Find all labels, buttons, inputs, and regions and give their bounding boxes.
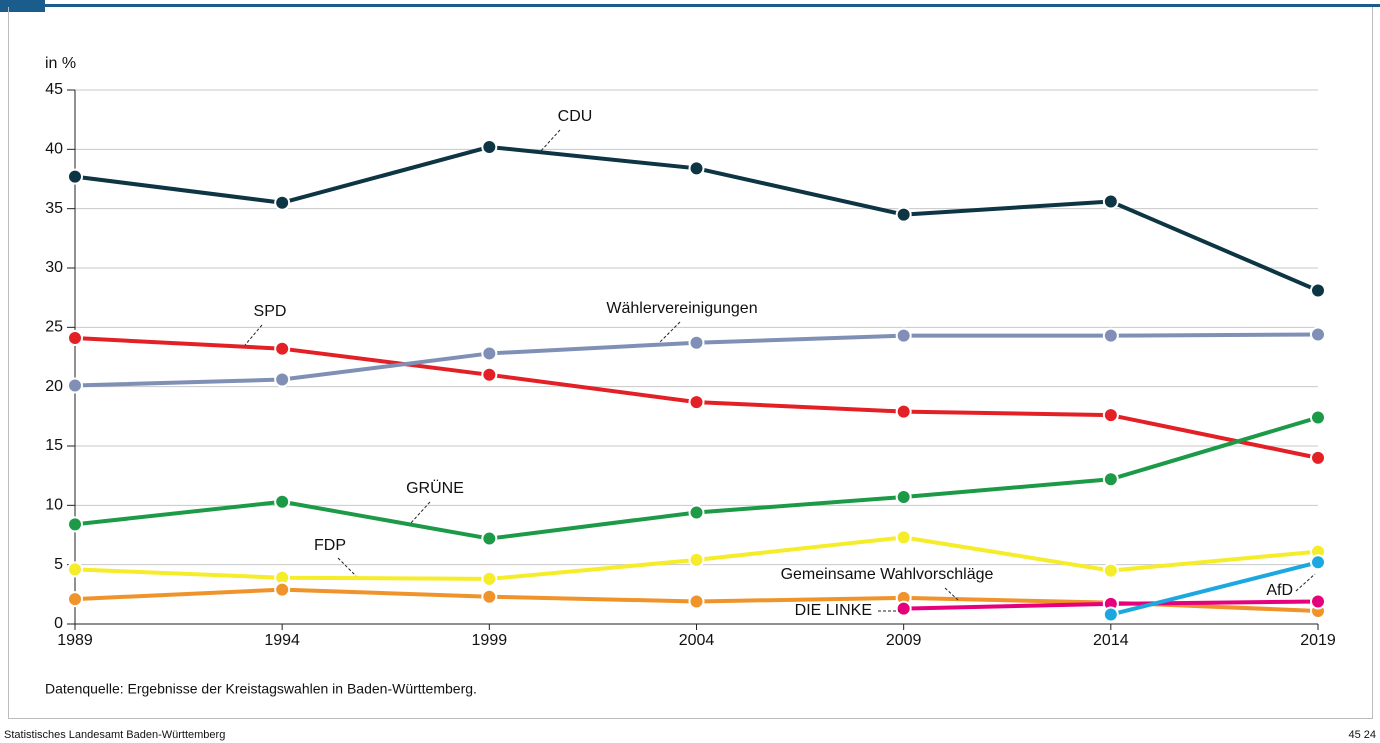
leader-line	[539, 129, 561, 153]
point	[67, 591, 83, 608]
y-tick-label: 20	[45, 378, 63, 395]
point	[688, 160, 705, 177]
top-bar	[0, 4, 1380, 7]
series-label: SPD	[254, 303, 287, 320]
point	[895, 489, 912, 506]
x-tick-label: 1994	[264, 632, 300, 649]
point	[481, 345, 498, 362]
point	[895, 327, 912, 344]
point	[895, 403, 912, 420]
y-tick-label: 30	[45, 259, 63, 276]
series-label: Gemeinsame Wahlvorschläge	[781, 566, 994, 583]
point	[274, 194, 291, 211]
footer-left: Statistisches Landesamt Baden-Württember…	[4, 729, 225, 741]
x-tick-label: 2004	[679, 632, 715, 649]
point	[1102, 562, 1119, 579]
series-label: FDP	[314, 537, 346, 554]
point	[895, 206, 912, 223]
point	[274, 340, 291, 357]
x-tick-label: 2019	[1300, 632, 1336, 649]
point	[688, 394, 705, 411]
point	[274, 493, 291, 510]
point	[688, 504, 705, 521]
point	[481, 530, 498, 547]
point	[1310, 554, 1326, 571]
y-tick-label: 45	[45, 81, 63, 98]
y-tick-label: 0	[54, 615, 63, 632]
x-tick-label: 1989	[57, 632, 93, 649]
point	[1102, 327, 1119, 344]
point	[1310, 282, 1326, 299]
point	[688, 593, 705, 610]
point	[274, 371, 291, 388]
series-label: CDU	[558, 108, 593, 125]
series-label: Wählervereinigungen	[606, 300, 757, 317]
point	[688, 551, 705, 568]
point	[67, 516, 83, 533]
y-tick-label: 40	[45, 141, 63, 158]
leader-line	[244, 324, 263, 346]
point	[67, 168, 83, 185]
x-tick-label: 1999	[472, 632, 508, 649]
leader-line	[659, 321, 681, 343]
y-tick-label: 10	[45, 497, 63, 514]
y-tick-label: 35	[45, 200, 63, 217]
leader-line	[1295, 573, 1316, 592]
series-label: GRÜNE	[406, 479, 464, 497]
point	[481, 570, 498, 587]
point	[1310, 409, 1326, 426]
point	[1102, 471, 1119, 488]
y-tick-label: 5	[54, 556, 63, 573]
frame	[8, 7, 1373, 719]
y-axis-label: in %	[45, 55, 76, 72]
point	[481, 138, 498, 155]
point	[1102, 193, 1119, 210]
series-line	[1110, 560, 1319, 617]
point	[895, 529, 912, 546]
leader-line	[337, 557, 357, 577]
series-label: DIE LINKE	[795, 602, 872, 619]
source: Datenquelle: Ergebnisse der Kreistagswah…	[45, 681, 477, 697]
point	[1102, 407, 1119, 424]
leader-line	[944, 587, 959, 601]
x-tick-label: 2014	[1093, 632, 1129, 649]
point	[481, 366, 498, 383]
point	[1310, 449, 1326, 466]
y-tick-label: 15	[45, 437, 63, 454]
point	[688, 334, 705, 351]
point	[67, 561, 83, 578]
x-tick-label: 2009	[886, 632, 922, 649]
point	[274, 581, 291, 598]
point	[481, 588, 498, 605]
point	[1102, 606, 1119, 623]
y-tick-label: 25	[45, 319, 63, 336]
footer-right: 45 24	[1348, 729, 1376, 741]
top-tab	[0, 0, 45, 12]
point	[895, 600, 912, 617]
point	[1310, 326, 1326, 343]
point	[67, 330, 83, 347]
point	[67, 377, 83, 394]
series-label: AfD	[1266, 582, 1293, 599]
point	[1310, 593, 1326, 610]
